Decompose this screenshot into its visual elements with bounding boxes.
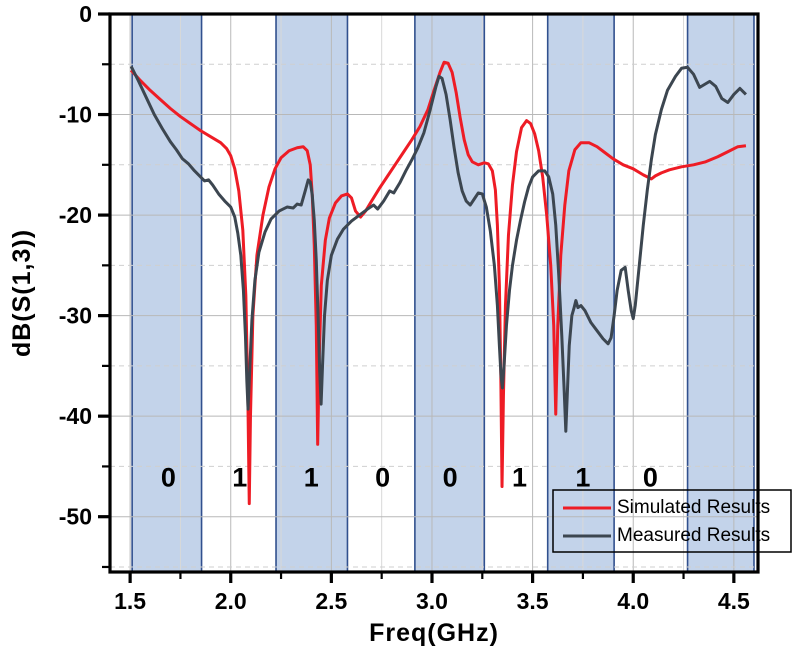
y-tick-label: -50 bbox=[59, 504, 92, 530]
series-line-simulated-results bbox=[130, 60, 747, 506]
bit-label-1: 1 bbox=[512, 463, 527, 493]
x-tick-label: 2.5 bbox=[315, 588, 347, 614]
x-tick-label: 4.0 bbox=[617, 588, 649, 614]
bit-label-1: 1 bbox=[304, 463, 319, 493]
bit-label-0: 0 bbox=[375, 463, 390, 493]
x-tick-label: 1.5 bbox=[114, 588, 146, 614]
x-axis-title: Freq(GHz) bbox=[369, 619, 499, 647]
y-tick-label: -30 bbox=[59, 303, 92, 329]
x-tick-label: 3.0 bbox=[416, 588, 448, 614]
x-tick-label: 2.0 bbox=[215, 588, 247, 614]
legend-label-1: Measured Results bbox=[617, 525, 770, 546]
legend-box[interactable] bbox=[552, 489, 792, 553]
tick-labels-group: 1.5 2.0 2.5 3.0 3.5 4.0 4.5 0 -10 -20 -30 -40 -50 bbox=[59, 1, 750, 614]
y-tick-label: -10 bbox=[59, 102, 92, 128]
series-line-measured-results bbox=[129, 65, 747, 433]
legend-label-0: Simulated Results bbox=[617, 497, 770, 518]
chart-legend[interactable]: Simulated Results Measured Results bbox=[552, 489, 792, 553]
bit-label-0: 0 bbox=[643, 463, 658, 493]
axes-group bbox=[98, 12, 760, 583]
x-tick-label: 4.5 bbox=[718, 588, 750, 614]
bit-labels-group: 0 1 1 0 0 1 1 0 bbox=[161, 463, 658, 493]
data-series-group bbox=[129, 60, 747, 506]
bit-label-1: 1 bbox=[232, 463, 247, 493]
y-tick-label: -20 bbox=[59, 202, 92, 228]
bit-label-0: 0 bbox=[443, 463, 458, 493]
y-tick-label: -40 bbox=[59, 403, 92, 429]
y-tick-label: 0 bbox=[79, 1, 92, 27]
y-axis-title: dB(S(1,3)) bbox=[8, 229, 36, 357]
plot-frame bbox=[108, 12, 760, 574]
bit-label-1: 1 bbox=[575, 463, 590, 493]
x-tick-label: 3.5 bbox=[517, 588, 549, 614]
bit-label-0: 0 bbox=[161, 463, 176, 493]
